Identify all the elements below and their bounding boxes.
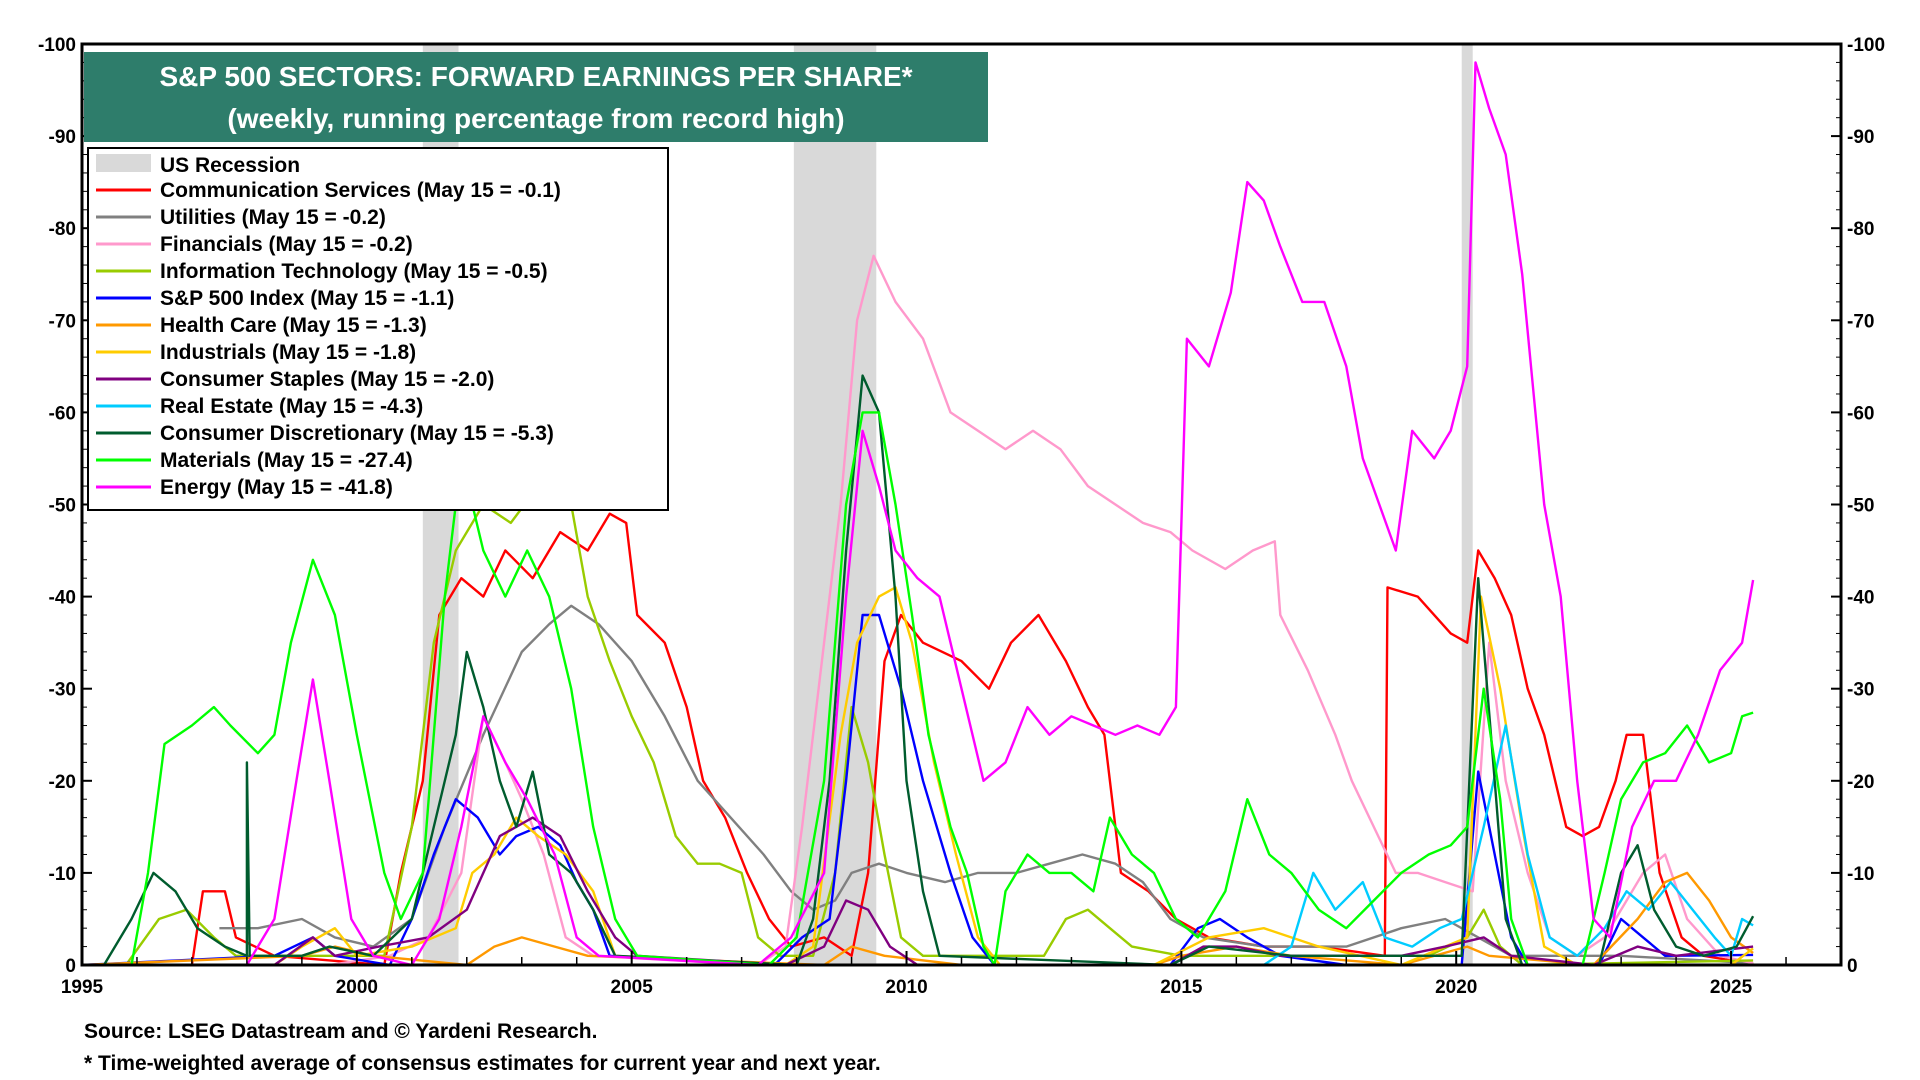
series-line xyxy=(102,374,1755,967)
x-tick-label: 1995 xyxy=(61,977,104,998)
legend-label: Industrials (May 15 = -1.8) xyxy=(160,341,416,364)
legend-swatch-recession xyxy=(96,154,151,172)
chart-title: S&P 500 SECTORS: FORWARD EARNINGS PER SH… xyxy=(159,61,912,92)
y-tick-label: -30 xyxy=(49,680,76,701)
source-note: Source: LSEG Datastream and © Yardeni Re… xyxy=(84,1020,597,1043)
y-tick-label: -20 xyxy=(49,772,76,793)
x-tick-label: 2010 xyxy=(885,977,927,998)
y-tick-label: -20 xyxy=(1847,772,1874,793)
footnote: * Time-weighted average of consensus est… xyxy=(84,1052,881,1075)
y-tick-label: -10 xyxy=(49,864,76,885)
legend-label: Communication Services (May 15 = -0.1) xyxy=(160,179,561,202)
x-tick-label: 2005 xyxy=(611,977,654,998)
legend-label: Utilities (May 15 = -0.2) xyxy=(160,206,386,229)
y-tick-label: 0 xyxy=(65,956,76,977)
y-tick-label: -30 xyxy=(1847,680,1874,701)
legend-label: Real Estate (May 15 = -4.3) xyxy=(160,395,423,418)
y-tick-label: 0 xyxy=(1847,956,1858,977)
chart-subtitle: (weekly, running percentage from record … xyxy=(227,103,844,134)
series-line xyxy=(82,586,1754,967)
recession-band xyxy=(793,44,877,965)
legend-label: Information Technology (May 15 = -0.5) xyxy=(160,260,548,283)
legend-label-recession: US Recession xyxy=(160,154,300,177)
y-tick-label: -40 xyxy=(49,588,76,609)
y-tick-label: -80 xyxy=(49,219,76,240)
x-tick-label: 2025 xyxy=(1710,977,1753,998)
series-line xyxy=(219,604,1754,965)
y-tick-label: -60 xyxy=(1847,403,1874,424)
y-axis-right: -100-90-80-70-60-50-40-30-20-100 xyxy=(1831,35,1885,977)
y-tick-label: -90 xyxy=(1847,127,1874,148)
y-tick-label: -50 xyxy=(49,496,76,517)
series-line xyxy=(109,61,1755,967)
x-axis: 1995 2000 2005 2010 2015 2020 2025 xyxy=(61,951,1842,998)
title-box: S&P 500 SECTORS: FORWARD EARNINGS PER SH… xyxy=(84,52,988,142)
y-tick-label: -100 xyxy=(1847,35,1885,56)
series-line xyxy=(82,411,1754,967)
x-tick-label: 2015 xyxy=(1160,977,1203,998)
y-tick-label: -70 xyxy=(49,311,76,332)
legend-label: Materials (May 15 = -27.4) xyxy=(160,449,413,472)
y-tick-label: -70 xyxy=(1847,311,1874,332)
y-axis-left: -100-90-80-70-60-50-40-30-20-100 xyxy=(38,35,92,977)
y-tick-label: -50 xyxy=(1847,496,1874,517)
series-line xyxy=(1263,724,1754,966)
legend-label: Financials (May 15 = -0.2) xyxy=(160,233,413,256)
legend-label: S&P 500 Index (May 15 = -1.1) xyxy=(160,287,454,310)
legend-label: Energy (May 15 = -41.8) xyxy=(160,476,393,499)
y-tick-label: -60 xyxy=(49,403,76,424)
y-tick-label: -40 xyxy=(1847,588,1874,609)
legend-label: Consumer Staples (May 15 = -2.0) xyxy=(160,368,494,391)
recession-band xyxy=(1461,44,1473,965)
series-line xyxy=(82,254,1754,967)
x-tick-label: 2020 xyxy=(1435,977,1477,998)
legend-label: Health Care (May 15 = -1.3) xyxy=(160,314,427,337)
legend: US Recession Communication Services (May… xyxy=(87,147,669,511)
y-tick-label: -100 xyxy=(38,35,76,56)
y-tick-label: -80 xyxy=(1847,219,1874,240)
y-tick-label: -90 xyxy=(49,127,76,148)
series-line xyxy=(93,512,1754,967)
legend-label: Consumer Discretionary (May 15 = -5.3) xyxy=(160,422,554,445)
series-lines xyxy=(81,61,1755,967)
series-line xyxy=(81,613,1754,967)
series-line xyxy=(125,457,1754,967)
y-tick-label: -10 xyxy=(1847,864,1874,885)
x-tick-label: 2000 xyxy=(336,977,378,998)
